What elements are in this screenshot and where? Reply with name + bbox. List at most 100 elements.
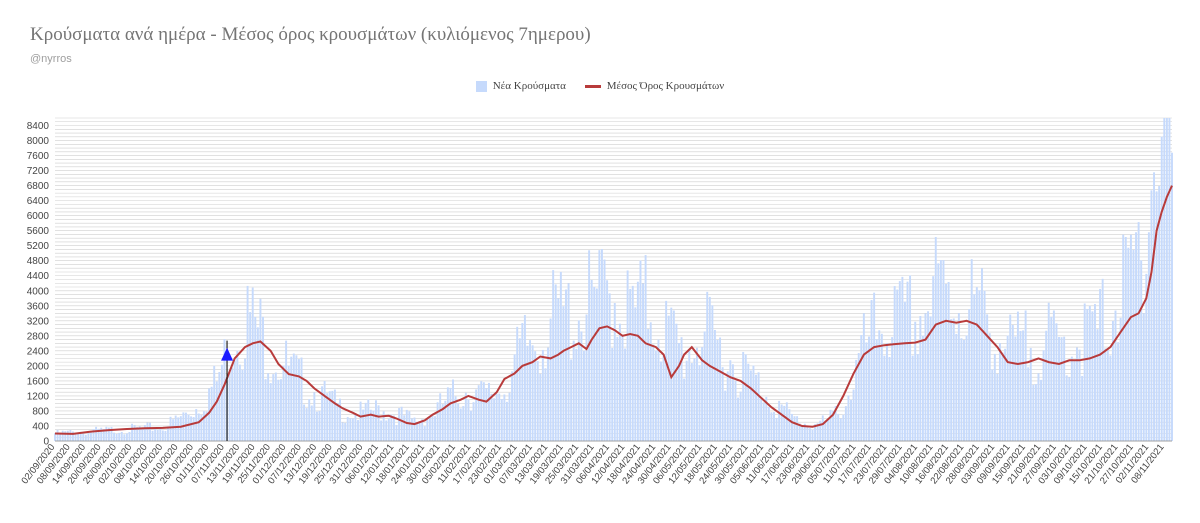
y-tick-label: 5600 (27, 226, 50, 237)
bar (462, 406, 465, 441)
bar (531, 345, 534, 441)
bar (685, 360, 688, 441)
bar (837, 413, 840, 441)
bar (624, 348, 627, 441)
legend-item-average[interactable]: Μέσος Όρος Κρουσμάτων (584, 80, 724, 92)
bar (1155, 191, 1158, 441)
bar (613, 303, 616, 441)
bar (855, 359, 858, 441)
bar (796, 416, 799, 441)
bar (629, 288, 632, 441)
bar (1078, 349, 1081, 441)
bar (744, 354, 747, 441)
bar (89, 431, 92, 441)
bar (297, 359, 300, 441)
bar (480, 381, 483, 441)
bar (375, 400, 377, 441)
bar (1045, 330, 1048, 441)
bar (426, 418, 429, 441)
bar (929, 316, 932, 441)
bar (354, 413, 357, 441)
bar (921, 335, 924, 441)
bar (408, 411, 411, 441)
y-tick-label: 8400 (27, 121, 50, 132)
y-tick-label: 4400 (27, 271, 50, 282)
bar (565, 289, 567, 441)
bar (1009, 314, 1012, 441)
bar (228, 370, 231, 441)
legend-bar-swatch (475, 81, 487, 93)
y-tick-label: 400 (32, 421, 49, 432)
bar (187, 414, 190, 441)
bar (405, 409, 408, 441)
bar (133, 424, 136, 441)
bar (54, 433, 56, 441)
bar (87, 431, 90, 441)
bar (149, 422, 151, 441)
bar (464, 392, 467, 441)
bar (136, 427, 139, 441)
bar (1060, 337, 1063, 441)
bar (552, 270, 555, 441)
bar (398, 408, 401, 441)
bar (611, 348, 614, 441)
bar (490, 393, 493, 441)
bar (636, 281, 639, 441)
bar (333, 389, 336, 441)
bar (775, 417, 778, 441)
bar (72, 431, 74, 441)
y-tick-label: 3600 (27, 301, 50, 312)
bar (801, 425, 804, 441)
bar (485, 388, 488, 441)
bar (755, 374, 757, 441)
bar (721, 367, 724, 441)
bar (169, 416, 172, 441)
bar (770, 412, 773, 441)
bar (449, 387, 452, 441)
bar (439, 393, 442, 441)
bar (644, 255, 647, 441)
bar (598, 250, 601, 441)
bar (1086, 308, 1089, 441)
bar (1101, 278, 1104, 441)
bar (541, 349, 544, 441)
bar (965, 335, 968, 441)
bar (495, 393, 498, 441)
bar (280, 379, 282, 441)
bar (652, 344, 655, 441)
bar (862, 313, 865, 441)
bar (1052, 310, 1055, 441)
y-tick-label: 4000 (27, 286, 50, 297)
bar (1109, 355, 1112, 441)
bar (331, 390, 334, 441)
bar (100, 427, 103, 441)
bar (860, 335, 863, 441)
bar (487, 382, 490, 441)
bar (238, 364, 241, 441)
bar (113, 432, 116, 441)
bar (249, 312, 252, 441)
bar (105, 426, 108, 441)
bar (647, 329, 650, 441)
bar (1099, 288, 1102, 441)
bar (1114, 310, 1117, 441)
bar (184, 412, 187, 441)
bar (1047, 302, 1050, 441)
bar (154, 428, 157, 441)
legend-item-new-cases[interactable]: Νέα Κρούσματα (475, 80, 566, 93)
bar (61, 430, 64, 441)
bar (1135, 232, 1138, 441)
chart-title: Κρούσματα ανά ημέρα - Μέσος όρος κρουσμά… (30, 24, 591, 45)
bar (167, 426, 169, 441)
bar (318, 410, 321, 441)
bar (92, 429, 95, 441)
bar (269, 383, 272, 441)
bar (1001, 352, 1004, 441)
bar (267, 373, 270, 441)
y-tick-label: 1200 (27, 391, 50, 402)
bar (975, 287, 978, 441)
y-tick-label: 3200 (27, 316, 50, 327)
bar (82, 432, 85, 441)
bar (724, 390, 727, 441)
bar (916, 354, 919, 441)
